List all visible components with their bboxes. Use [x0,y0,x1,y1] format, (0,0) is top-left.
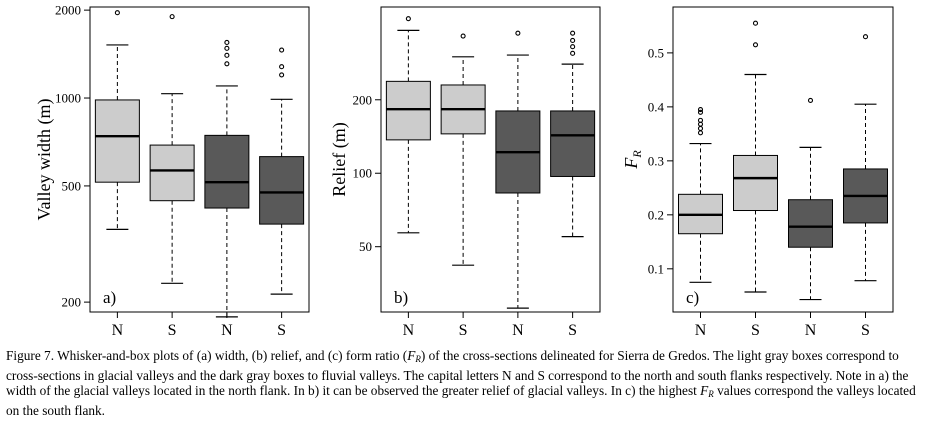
outlier-point [570,44,576,50]
plot-frame [672,6,894,313]
caption-part-1: Figure 7. Whisker-and-box plots of (a) w… [6,348,408,363]
y-tick-label: 200 [62,295,82,310]
x-tick-label: N [512,322,524,339]
outlier-point [114,10,120,16]
y-tick-label: 200 [353,92,373,107]
outlier-point [697,117,704,123]
x-tick-label: N [221,322,233,339]
x-tick-label: N [805,322,817,339]
x-tick-label: N [403,322,415,339]
outlier-point [279,64,285,70]
box-3: N [788,97,833,339]
y-tick-label: 50 [359,239,372,254]
y-tick-label: 0.1 [648,261,664,276]
caption-fr-subscript: R [415,354,421,364]
iqr-box [94,99,140,183]
iqr-box [385,80,431,141]
outlier-point [752,20,759,26]
outlier-point [570,30,576,36]
y-tick-label: 0.5 [648,45,664,60]
x-tick-label: S [751,322,760,339]
iqr-box [204,134,250,209]
y-tick-label: 0.4 [648,99,665,114]
outlier-point [697,130,704,136]
caption-fr-subscript-2: R [708,389,714,400]
outlier-point [279,72,285,78]
box-4: S [550,30,596,339]
iqr-box [259,156,305,225]
y-tick-label: 2000 [55,3,81,18]
outlier-point [862,34,869,40]
x-tick-label: S [459,322,468,339]
outlier-point [169,14,175,20]
outlier-point [570,37,576,44]
outlier-point [515,30,521,36]
plot-frame [380,6,601,313]
outlier-point [224,45,230,51]
outlier-point [697,125,704,132]
figure-panels: 200 500 1000 2000 Valley width (m) a) N S N S 50 10… [34,3,894,339]
box-4: S [843,34,888,339]
x-tick-label: N [695,322,707,339]
x-tick-label: S [277,322,286,339]
y-axis-label: FR [621,150,644,170]
box-2: S [733,20,778,339]
panel-label: c) [686,288,699,307]
outlier-point [224,39,230,46]
y-tick-label: 0.2 [648,207,664,222]
caption-fr-symbol: F [407,348,416,363]
box-4: S [259,47,305,339]
y-axis-label: Relief (m) [329,122,350,196]
caption-fr-symbol-2: F [700,383,709,399]
y-tick-label: 500 [62,178,82,193]
panel-label: a) [103,288,116,307]
x-tick-label: S [168,322,177,339]
caption-part-3: values correspond the valleys located on… [6,383,916,418]
panel-3: 0.1 0.2 0.3 0.4 0.5 FR c) N S N S [621,6,894,339]
x-tick-label: S [861,322,870,339]
panel-label: b) [394,288,408,307]
iqr-box [149,144,195,202]
iqr-box [788,199,833,248]
box-1: N [678,107,723,339]
y-tick-label: 100 [353,166,373,181]
outlier-point [697,109,704,115]
outlier-point [224,52,230,58]
x-tick-label: N [112,322,124,339]
x-tick-label: S [568,322,577,339]
panel-1: 200 500 1000 2000 Valley width (m) a) N S N S [34,3,310,339]
box-1: N [385,16,431,339]
box-2: S [149,14,195,339]
outlier-point [697,107,704,113]
outlier-point [570,50,576,56]
plot-frame [89,6,310,313]
outlier-point [279,47,285,53]
outlier-point [752,42,759,48]
outlier-point [460,33,466,39]
y-tick-label: 1000 [55,91,81,106]
outlier-point [405,16,411,22]
figure-caption: Figure 7. Whisker-and-box plots of (a) w… [6,348,932,418]
y-axis-label: Valley width (m) [34,99,55,221]
outlier-point [807,97,814,103]
box-1: N [94,10,140,339]
outlier-point [224,61,230,67]
box-3: N [204,39,250,339]
box-2: S [440,33,486,339]
box-3: N [495,30,541,339]
iqr-box [733,154,778,212]
y-tick-label: 0.3 [648,153,664,168]
iqr-box [550,110,596,177]
caption-part-2: ) of the cross-sections delineated for S… [6,348,909,399]
